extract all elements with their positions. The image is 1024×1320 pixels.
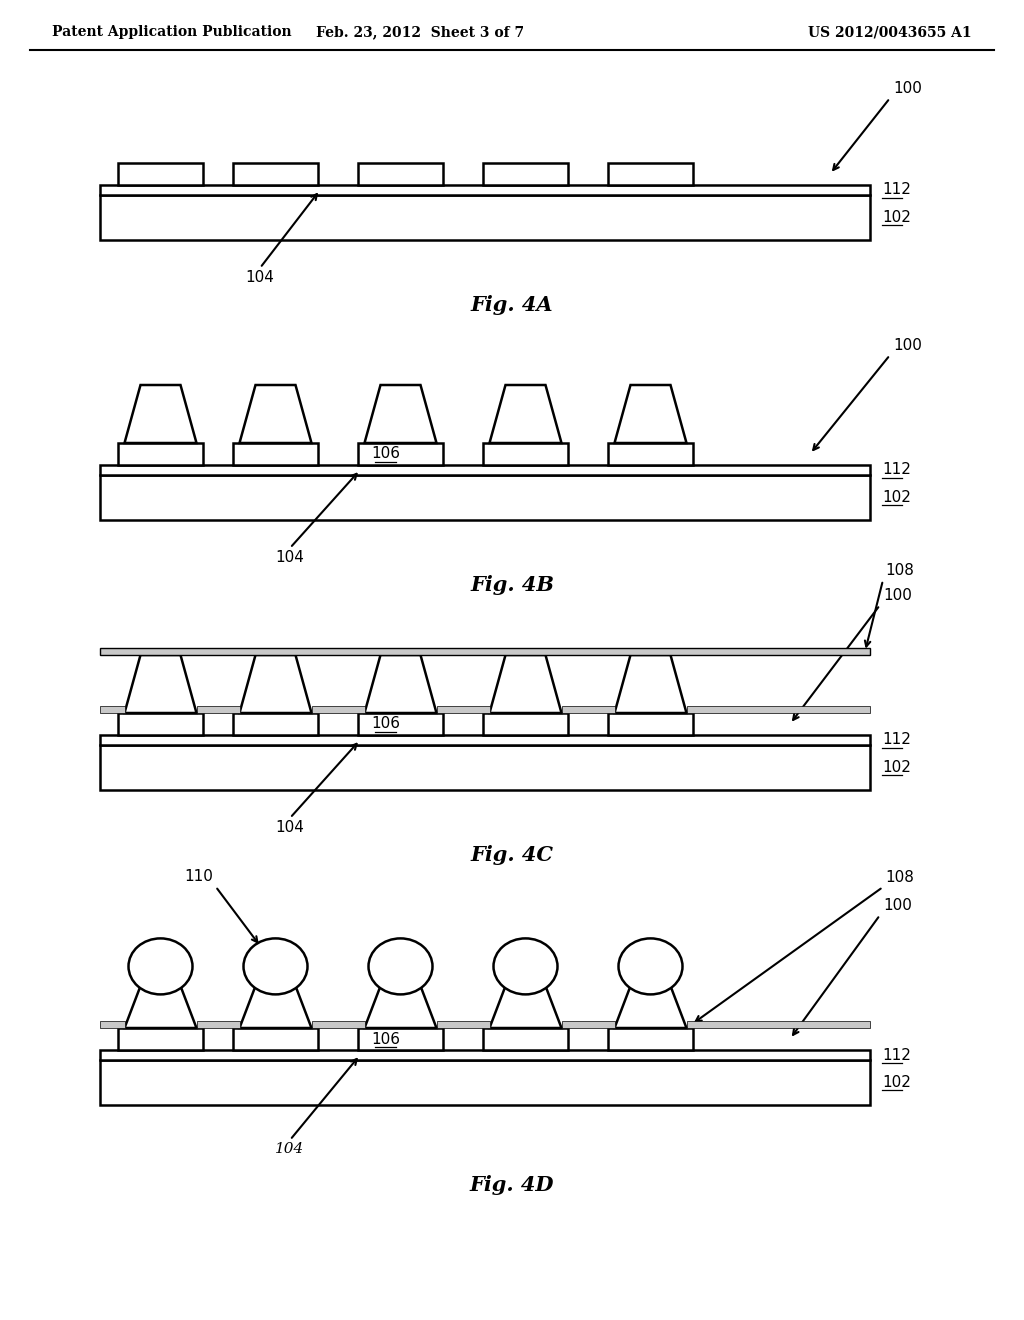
Polygon shape — [614, 655, 686, 713]
Bar — [100, 1020, 125, 1028]
Ellipse shape — [128, 939, 193, 994]
Bar — [233, 444, 318, 465]
Bar — [436, 706, 489, 713]
Bar — [118, 1028, 203, 1049]
Text: 106: 106 — [371, 717, 400, 731]
Bar — [233, 713, 318, 735]
Text: 102: 102 — [882, 1074, 911, 1090]
Bar — [483, 162, 568, 185]
Bar — [561, 1020, 614, 1028]
Bar — [608, 162, 693, 185]
Polygon shape — [365, 385, 436, 444]
Text: Feb. 23, 2012  Sheet 3 of 7: Feb. 23, 2012 Sheet 3 of 7 — [316, 25, 524, 40]
Bar — [608, 444, 693, 465]
Text: 104: 104 — [246, 271, 274, 285]
Bar — [436, 1020, 489, 1028]
Bar — [100, 475, 870, 520]
Text: 100: 100 — [883, 587, 912, 603]
Polygon shape — [240, 385, 311, 444]
Bar — [686, 706, 870, 713]
Bar — [100, 648, 870, 655]
Polygon shape — [125, 986, 197, 1028]
Bar — [358, 1028, 443, 1049]
Text: 104: 104 — [275, 1142, 304, 1156]
Bar — [608, 713, 693, 735]
Polygon shape — [125, 655, 197, 713]
Bar — [358, 713, 443, 735]
Polygon shape — [614, 986, 686, 1028]
Polygon shape — [614, 385, 686, 444]
Bar — [686, 1020, 870, 1028]
Text: 112: 112 — [882, 462, 911, 478]
Bar — [197, 1020, 240, 1028]
Polygon shape — [365, 655, 436, 713]
Text: 108: 108 — [885, 564, 913, 578]
Text: 112: 112 — [882, 1048, 911, 1063]
Text: Fig. 4A: Fig. 4A — [471, 294, 553, 315]
Text: 100: 100 — [893, 81, 922, 96]
Text: 112: 112 — [882, 182, 911, 198]
Polygon shape — [489, 385, 561, 444]
Text: 102: 102 — [882, 210, 911, 224]
Bar — [100, 744, 870, 789]
Text: 110: 110 — [184, 870, 213, 884]
Bar — [100, 195, 870, 240]
Bar — [100, 706, 125, 713]
Bar — [100, 185, 870, 195]
Text: 100: 100 — [893, 338, 922, 352]
Text: Patent Application Publication: Patent Application Publication — [52, 25, 292, 40]
Polygon shape — [489, 986, 561, 1028]
Text: 102: 102 — [882, 760, 911, 775]
Bar — [100, 465, 870, 475]
Polygon shape — [125, 385, 197, 444]
Text: 100: 100 — [883, 898, 912, 913]
Text: 104: 104 — [275, 550, 304, 565]
Text: 112: 112 — [882, 733, 911, 747]
Bar — [358, 444, 443, 465]
Polygon shape — [489, 655, 561, 713]
Text: 102: 102 — [882, 490, 911, 506]
Bar — [100, 1060, 870, 1105]
Text: 108: 108 — [885, 870, 913, 884]
Text: Fig. 4C: Fig. 4C — [470, 845, 554, 865]
Bar — [100, 1049, 870, 1060]
Bar — [100, 735, 870, 744]
Bar — [311, 1020, 365, 1028]
Text: 106: 106 — [371, 1031, 400, 1047]
Text: Fig. 4D: Fig. 4D — [470, 1175, 554, 1195]
Text: US 2012/0043655 A1: US 2012/0043655 A1 — [808, 25, 972, 40]
Bar — [483, 1028, 568, 1049]
Polygon shape — [240, 655, 311, 713]
Bar — [233, 1028, 318, 1049]
Bar — [561, 706, 614, 713]
Bar — [358, 162, 443, 185]
Bar — [118, 713, 203, 735]
Bar — [233, 162, 318, 185]
Ellipse shape — [244, 939, 307, 994]
Ellipse shape — [618, 939, 683, 994]
Polygon shape — [240, 986, 311, 1028]
Text: 106: 106 — [371, 446, 400, 462]
Text: 104: 104 — [275, 820, 304, 836]
Bar — [197, 706, 240, 713]
Ellipse shape — [369, 939, 432, 994]
Bar — [118, 444, 203, 465]
Bar — [483, 444, 568, 465]
Bar — [483, 713, 568, 735]
Bar — [608, 1028, 693, 1049]
Polygon shape — [365, 986, 436, 1028]
Bar — [311, 706, 365, 713]
Ellipse shape — [494, 939, 557, 994]
Text: Fig. 4B: Fig. 4B — [470, 576, 554, 595]
Bar — [118, 162, 203, 185]
